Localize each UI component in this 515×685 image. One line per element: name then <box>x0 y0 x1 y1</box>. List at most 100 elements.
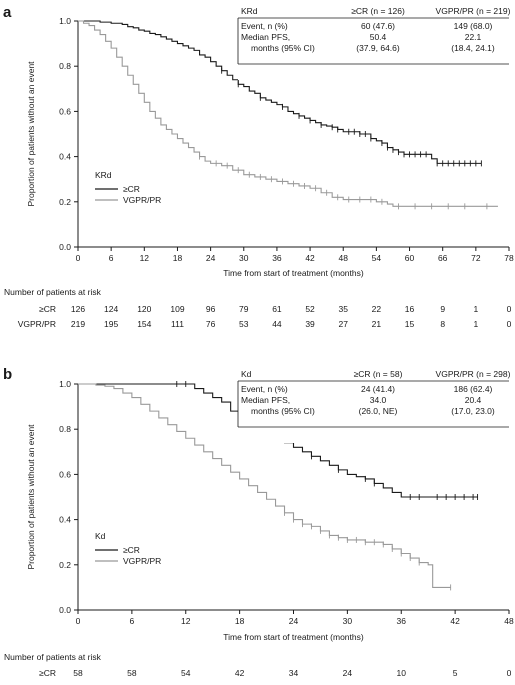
x-tick-label: 72 <box>471 253 481 263</box>
legend-label: VGPR/PR <box>123 195 161 205</box>
risk-value: 0 <box>507 319 512 329</box>
table-bg <box>238 377 509 443</box>
table-cell-vgpr: 186 (62.4) <box>454 384 493 394</box>
risk-value: 44 <box>272 319 282 329</box>
risk-value: 5 <box>453 668 458 678</box>
table-cell-vgpr: (17.0, 23.0) <box>451 406 495 416</box>
y-tick-label: 0.0 <box>59 242 71 252</box>
risk-value: 58 <box>127 668 137 678</box>
legend-title: Kd <box>95 531 106 541</box>
risk-table-title: Number of patients at risk <box>4 287 102 297</box>
km-curve-cr <box>78 20 482 164</box>
risk-value: 24 <box>343 668 353 678</box>
risk-value: 1 <box>473 319 478 329</box>
risk-value: 14 <box>397 683 407 685</box>
panel-label: a <box>3 4 12 21</box>
x-tick-label: 42 <box>450 616 460 626</box>
summary-table: KRd ≥CR (n = 126) VGPR/PR (n = 219) Event, … <box>237 6 511 80</box>
risk-table: Number of patients at risk ≥CR 58 58 54 42 34 2… <box>4 652 512 685</box>
risk-value: 22 <box>372 304 382 314</box>
risk-value: 0 <box>507 668 512 678</box>
x-tick-label: 0 <box>76 616 81 626</box>
table-cell-cr: (37.9, 64.6) <box>356 43 400 53</box>
table-header: ≥CR (n = 58) <box>354 369 403 379</box>
risk-value: 27 <box>338 319 348 329</box>
risk-value: 0 <box>453 683 458 685</box>
risk-value: 42 <box>235 668 245 678</box>
risk-value: 140 <box>233 683 247 685</box>
y-tick-label: 1.0 <box>59 379 71 389</box>
table-cell-vgpr: (18.4, 24.1) <box>451 43 495 53</box>
table-row-label: months (95% CI) <box>251 43 315 53</box>
panel-b: b 0.0 0.2 0.4 0.6 0.8 1.0 0 6 12 18 24 30 36 42 48 Time … <box>3 366 514 685</box>
risk-value: 34 <box>289 668 299 678</box>
legend-label: VGPR/PR <box>123 556 161 566</box>
x-tick-label: 6 <box>109 253 114 263</box>
table-header: VGPR/PR (n = 219) <box>436 6 511 16</box>
risk-value: 154 <box>137 319 151 329</box>
table-cell-vgpr: 20.4 <box>465 395 482 405</box>
table-row-label: Event, n (%) <box>241 384 288 394</box>
risk-value: 193 <box>179 683 193 685</box>
x-tick-label: 66 <box>438 253 448 263</box>
x-tick-label: 60 <box>405 253 415 263</box>
x-axis-title: Time from start of treatment (months) <box>223 268 364 278</box>
risk-value: 61 <box>272 304 282 314</box>
risk-value: 1 <box>473 304 478 314</box>
risk-table-title: Number of patients at risk <box>4 652 102 662</box>
risk-value: 21 <box>372 319 382 329</box>
x-tick-label: 78 <box>504 253 514 263</box>
risk-value: 195 <box>104 319 118 329</box>
x-tick-label: 18 <box>235 616 245 626</box>
table-cell-vgpr: 149 (68.0) <box>454 21 493 31</box>
table-row-label: Median PFS, <box>241 395 290 405</box>
table-cell-cr: 50.4 <box>370 32 387 42</box>
risk-row-label: ≥CR <box>39 304 56 314</box>
risk-value: 120 <box>137 304 151 314</box>
x-tick-label: 12 <box>181 616 191 626</box>
risk-value: 76 <box>206 319 216 329</box>
y-tick-label: 0.2 <box>59 560 71 570</box>
y-tick-label: 0.2 <box>59 197 71 207</box>
risk-value: 100 <box>286 683 300 685</box>
risk-row-label: VGPR/PR <box>18 683 56 685</box>
legend-title: KRd <box>95 170 112 180</box>
x-tick-label: 48 <box>504 616 514 626</box>
table-cell-vgpr: 22.1 <box>465 32 482 42</box>
y-tick-label: 0.6 <box>59 106 71 116</box>
risk-value: 124 <box>104 304 118 314</box>
x-tick-label: 6 <box>130 616 135 626</box>
risk-value: 9 <box>440 304 445 314</box>
risk-value: 8 <box>440 319 445 329</box>
x-tick-label: 18 <box>173 253 183 263</box>
risk-row-label: ≥CR <box>39 668 56 678</box>
table-header: ≥CR (n = 126) <box>351 6 405 16</box>
risk-value: 219 <box>71 319 85 329</box>
table-row-label: Median PFS, <box>241 32 290 42</box>
x-tick-label: 0 <box>76 253 81 263</box>
table-cell-cr: (26.0, NE) <box>359 406 398 416</box>
table-cell-cr: 24 (41.4) <box>361 384 395 394</box>
km-curve-vgpr-pr <box>78 20 498 207</box>
y-tick-label: 0.6 <box>59 469 71 479</box>
risk-value: 79 <box>239 304 249 314</box>
x-tick-label: 24 <box>206 253 216 263</box>
risk-value: 44 <box>343 683 353 685</box>
panel-label: b <box>3 366 12 383</box>
x-axis-title: Time from start of treatment (months) <box>223 632 364 642</box>
risk-value: 298 <box>71 683 85 685</box>
table-header: VGPR/PR (n = 298) <box>436 369 511 379</box>
legend-label: ≥CR <box>123 184 140 194</box>
table-header: KRd <box>241 6 258 16</box>
y-tick-label: 0.4 <box>59 515 71 525</box>
risk-value: 96 <box>206 304 216 314</box>
y-axis-title: Proportion of patients without an event <box>26 424 36 570</box>
x-tick-label: 36 <box>397 616 407 626</box>
y-tick-label: 0.0 <box>59 605 71 615</box>
risk-value: 16 <box>405 304 415 314</box>
table-cell-cr: 60 (47.6) <box>361 21 395 31</box>
risk-value: 35 <box>338 304 348 314</box>
risk-value: 54 <box>181 668 191 678</box>
